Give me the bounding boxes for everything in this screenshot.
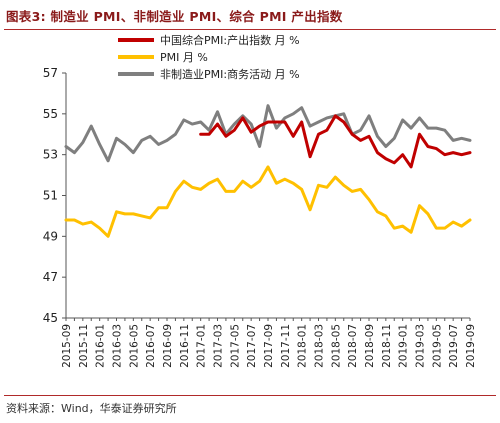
figure-title: 图表3: 制造业 PMI、非制造业 PMI、综合 PMI 产出指数 — [6, 9, 343, 24]
y-tick-label: 51 — [43, 189, 58, 203]
x-tick-label: 2018-03 — [314, 324, 326, 368]
x-tick-label: 2017-11 — [280, 324, 292, 368]
pmi-line-chart: 中国综合PMI:产出指数 月 %PMI 月 %非制造业PMI:商务活动 月 % … — [43, 33, 477, 368]
x-tick-label: 2018-11 — [381, 324, 393, 368]
x-tick-label: 2016-07 — [145, 324, 157, 368]
x-tick-label: 2015-11 — [78, 324, 90, 368]
x-tick-label: 2018-05 — [330, 324, 342, 368]
x-tick-label: 2018-09 — [364, 324, 376, 368]
x-tick-label: 2015-09 — [61, 324, 73, 368]
y-tick-label: 57 — [43, 66, 58, 80]
x-tick-label: 2019-01 — [398, 324, 410, 368]
x-tick-label: 2019-07 — [448, 324, 460, 368]
y-tick-label: 47 — [43, 270, 58, 284]
x-tick-label: 2016-03 — [112, 324, 124, 368]
x-tick-label: 2019-09 — [465, 324, 477, 368]
legend-label: PMI 月 % — [160, 51, 208, 64]
y-tick-label: 55 — [43, 107, 58, 121]
x-tick-label: 2019-05 — [431, 324, 443, 368]
x-tick-label: 2017-09 — [263, 324, 275, 368]
x-tick-label: 2018-07 — [347, 324, 359, 368]
chart-legend: 中国综合PMI:产出指数 月 % PMI 月 % 非制造业PMI:商务活动 月 % — [118, 33, 300, 81]
source-note: 资料来源：Wind，华泰证券研究所 — [6, 402, 177, 415]
footer-divider — [4, 395, 496, 396]
y-axis-ticks: 45 47 49 51 53 55 57 — [43, 66, 66, 325]
x-tick-label: 2016-05 — [128, 324, 140, 368]
x-tick-label: 2019-03 — [415, 324, 427, 368]
series-line-1 — [64, 165, 472, 238]
series-lines — [64, 104, 472, 238]
x-tick-label: 2016-09 — [162, 324, 174, 368]
y-tick-label: 49 — [43, 229, 58, 243]
x-tick-label: 2018-01 — [297, 324, 309, 368]
legend-label: 非制造业PMI:商务活动 月 % — [160, 67, 300, 81]
series-line-0 — [199, 114, 472, 169]
x-axis-ticks: 2015-09 2015-11 2016-01 2016-03 2016-05 2016-… — [61, 318, 477, 368]
y-tick-label: 45 — [43, 311, 58, 325]
x-tick-label: 2017-05 — [229, 324, 241, 368]
x-tick-label: 2016-01 — [95, 324, 107, 368]
x-tick-label: 2017-07 — [246, 324, 258, 368]
x-tick-label: 2017-01 — [196, 324, 208, 368]
y-tick-label: 53 — [43, 148, 58, 162]
legend-label: 中国综合PMI:产出指数 月 % — [160, 33, 300, 47]
x-tick-label: 2016-11 — [179, 324, 191, 368]
title-divider — [4, 29, 496, 30]
x-tick-label: 2017-03 — [213, 324, 225, 368]
series-line-2 — [64, 104, 472, 163]
